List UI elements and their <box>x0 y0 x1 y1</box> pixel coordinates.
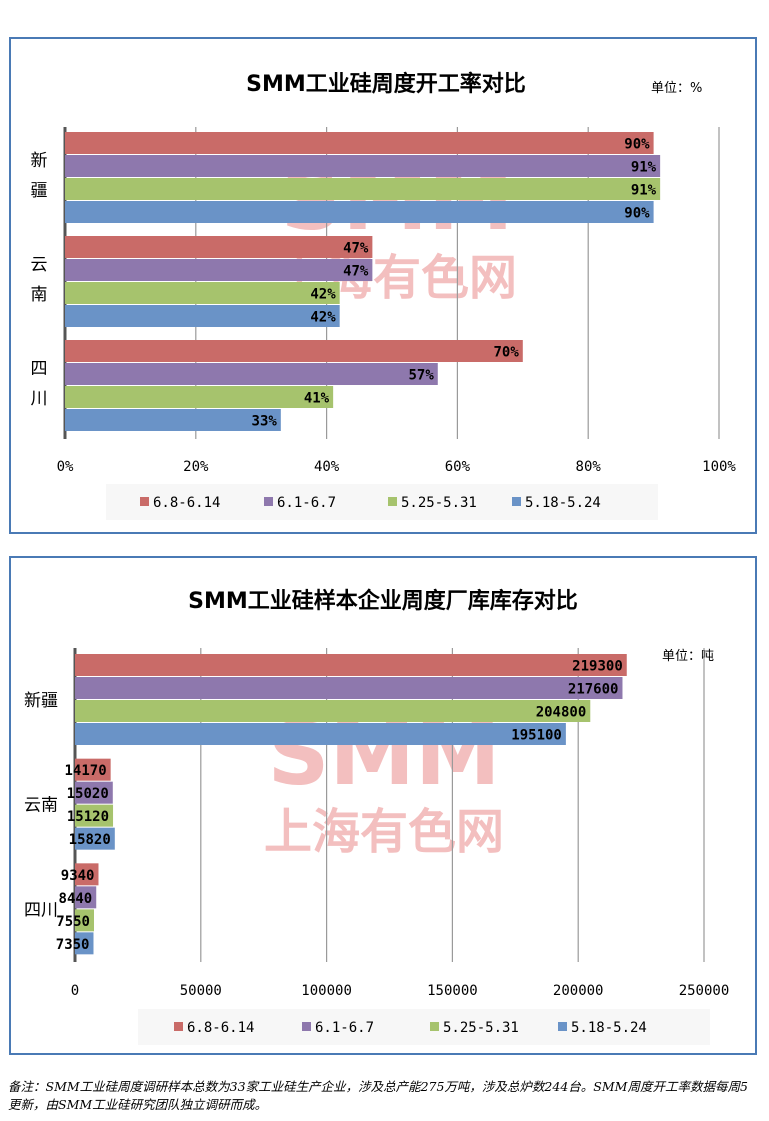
data-label: 90% <box>624 137 650 153</box>
x-tick-label: 200000 <box>553 983 604 999</box>
data-label: 15020 <box>67 786 109 802</box>
bar-0 <box>75 654 627 676</box>
bar-0 <box>65 340 523 362</box>
legend-swatch <box>388 497 397 506</box>
bar-0 <box>65 132 654 154</box>
legend-label: 6.8-6.14 <box>153 495 220 511</box>
category-label-char: 川 <box>31 389 48 409</box>
legend-box <box>106 484 658 520</box>
data-label: 42% <box>310 287 336 303</box>
bar-3 <box>65 305 340 327</box>
data-label: 15120 <box>67 809 109 825</box>
legend-label: 5.25-5.31 <box>401 495 477 511</box>
x-tick-label: 250000 <box>679 983 730 999</box>
legend-swatch <box>430 1022 439 1031</box>
bar-2 <box>65 386 334 408</box>
x-tick-label: 150000 <box>427 983 478 999</box>
bar-1 <box>75 886 97 909</box>
bar-2 <box>75 700 591 722</box>
bar-0 <box>75 758 111 781</box>
data-label: 47% <box>343 241 369 257</box>
category-label-char: 四 <box>31 359 48 379</box>
x-tick-label: 0 <box>71 983 79 999</box>
unit-label: 单位：吨 <box>662 649 714 664</box>
legend-label: 5.18-5.24 <box>571 1020 647 1036</box>
bar-1 <box>75 677 623 699</box>
unit-label: 单位：% <box>651 81 702 96</box>
data-label: 15820 <box>69 832 111 848</box>
x-tick-label: 20% <box>183 459 209 475</box>
chart-title: SMM工业硅周度开工率对比 <box>246 71 526 97</box>
legend-label: 6.8-6.14 <box>187 1020 254 1036</box>
x-tick-label: 60% <box>445 459 471 475</box>
data-label: 91% <box>631 160 657 176</box>
data-label: 204800 <box>536 705 587 721</box>
data-label: 14170 <box>64 763 106 779</box>
data-label: 33% <box>252 414 278 430</box>
category-label: 四川 <box>24 900 58 920</box>
bar-0 <box>75 863 99 886</box>
watermark-cn: 上海有色网 <box>264 804 504 860</box>
data-label: 7550 <box>56 914 90 930</box>
data-label: 7350 <box>56 937 90 953</box>
data-label: 90% <box>624 206 650 222</box>
legend-swatch <box>512 497 521 506</box>
data-label: 47% <box>343 264 369 280</box>
data-label: 91% <box>631 183 657 199</box>
bar-1 <box>65 155 661 177</box>
data-label: 42% <box>310 310 336 326</box>
operating-rate-chart: SMM上海有色网SMM工业硅周度开工率对比单位：%0%20%40%60%80%1… <box>31 71 736 520</box>
data-label: 70% <box>494 345 520 361</box>
legend-box <box>138 1009 710 1045</box>
data-label: 57% <box>408 368 434 384</box>
bar-1 <box>65 363 438 385</box>
legend-label: 5.18-5.24 <box>525 495 601 511</box>
data-label: 219300 <box>572 659 623 675</box>
legend-label: 6.1-6.7 <box>315 1020 374 1036</box>
bar-1 <box>65 259 373 281</box>
data-label: 8440 <box>59 891 93 907</box>
legend-swatch <box>302 1022 311 1031</box>
x-tick-label: 40% <box>314 459 340 475</box>
bar-3 <box>65 201 654 223</box>
bar-2 <box>75 804 114 827</box>
x-tick-label: 80% <box>576 459 602 475</box>
legend-label: 6.1-6.7 <box>277 495 336 511</box>
bar-3 <box>75 827 115 850</box>
legend-swatch <box>264 497 273 506</box>
x-tick-label: 0% <box>57 459 74 475</box>
x-tick-label: 100000 <box>301 983 352 999</box>
category-label: 新疆 <box>24 691 58 711</box>
bar-3 <box>75 723 566 745</box>
data-label: 195100 <box>511 728 562 744</box>
category-label-char: 南 <box>31 285 48 305</box>
category-label: 云南 <box>24 796 58 816</box>
category-label-char: 云 <box>31 255 48 275</box>
chart-title: SMM工业硅样本企业周度厂库库存对比 <box>188 588 578 614</box>
legend-swatch <box>174 1022 183 1031</box>
data-label: 217600 <box>568 682 619 698</box>
operating-rate-chart-panel: SMM上海有色网SMM工业硅周度开工率对比单位：%0%20%40%60%80%1… <box>9 37 757 534</box>
bar-0 <box>65 236 373 258</box>
category-label-char: 新 <box>31 151 48 171</box>
x-tick-label: 100% <box>702 459 736 475</box>
legend-label: 5.25-5.31 <box>443 1020 519 1036</box>
bar-3 <box>65 409 281 431</box>
bar-2 <box>65 282 340 304</box>
bar-2 <box>75 909 94 932</box>
bar-3 <box>75 932 94 955</box>
inventory-chart-panel: SMM 上海有色网 SMM工业硅样本企业周度厂库库存对比 单位：吨 0 50000 1000… <box>9 556 757 1055</box>
data-label: 41% <box>304 391 330 407</box>
bar-2 <box>65 178 661 200</box>
legend-swatch <box>140 497 149 506</box>
bar-1 <box>75 781 113 804</box>
legend-swatch <box>558 1022 567 1031</box>
category-label-char: 疆 <box>31 181 48 201</box>
data-label: 9340 <box>61 868 95 884</box>
footnote: 备注：SMM工业硅周度调研样本总数为33家工业硅生产企业，涉及总产能275万吨，… <box>8 1079 748 1112</box>
x-tick-label: 50000 <box>180 983 222 999</box>
